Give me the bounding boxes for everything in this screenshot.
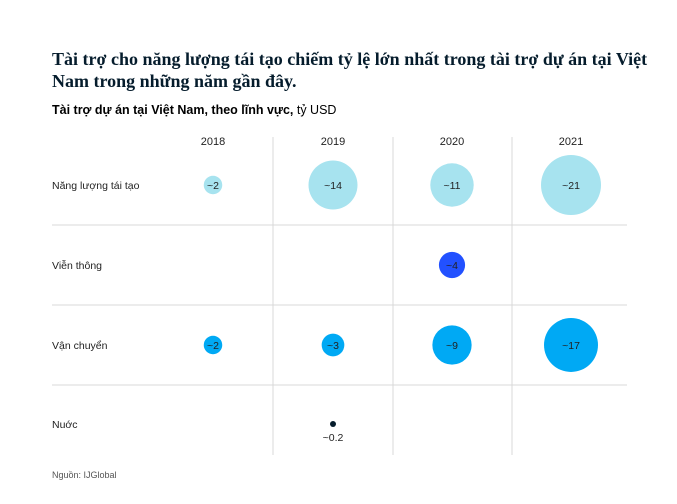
- row-label: Vận chuyển: [52, 340, 108, 352]
- bubble-value-label: ~11: [443, 180, 460, 192]
- bubble: [438, 251, 466, 279]
- bubble-value-label: ~17: [562, 340, 580, 352]
- bubble: [203, 175, 223, 195]
- column-label-2019: 2019: [321, 136, 345, 148]
- subtitle-unit: tỷ USD: [293, 103, 337, 117]
- bubble-value-label: ~0.2: [323, 432, 344, 444]
- bubble-value-label: ~2: [207, 180, 219, 192]
- chart-subtitle: Tài trợ dự án tại Việt Nam, theo lĩnh vự…: [52, 103, 336, 117]
- subtitle-main: Tài trợ dự án tại Việt Nam, theo lĩnh vự…: [52, 103, 294, 117]
- bubble-value-label: ~4: [446, 260, 458, 272]
- bubble-value-label: ~2: [207, 340, 219, 352]
- bubble: [541, 155, 601, 215]
- bubble: [321, 333, 345, 357]
- source-note: Nguồn: IJGlobal: [52, 470, 117, 480]
- bubble: [430, 163, 474, 207]
- row-label: Năng lượng tái tạo: [52, 180, 140, 192]
- bubble-value-label: ~14: [324, 180, 342, 192]
- bubble-value-label: ~21: [562, 180, 580, 192]
- chart-title: Tài trợ cho năng lượng tái tạo chiếm tỷ …: [52, 49, 648, 91]
- bubble-value-label: ~3: [327, 340, 339, 352]
- bubble-value-label: ~9: [446, 340, 458, 352]
- column-label-2018: 2018: [201, 136, 225, 148]
- column-label-2021: 2021: [559, 136, 583, 148]
- bubble: [330, 421, 336, 427]
- column-label-2020: 2020: [440, 136, 464, 148]
- bubble: [544, 318, 598, 372]
- bubble: [432, 325, 472, 365]
- row-label: Viễn thông: [52, 259, 102, 272]
- bubble: [308, 160, 358, 210]
- row-label: Nuớc: [52, 419, 78, 431]
- bubble: [203, 335, 223, 355]
